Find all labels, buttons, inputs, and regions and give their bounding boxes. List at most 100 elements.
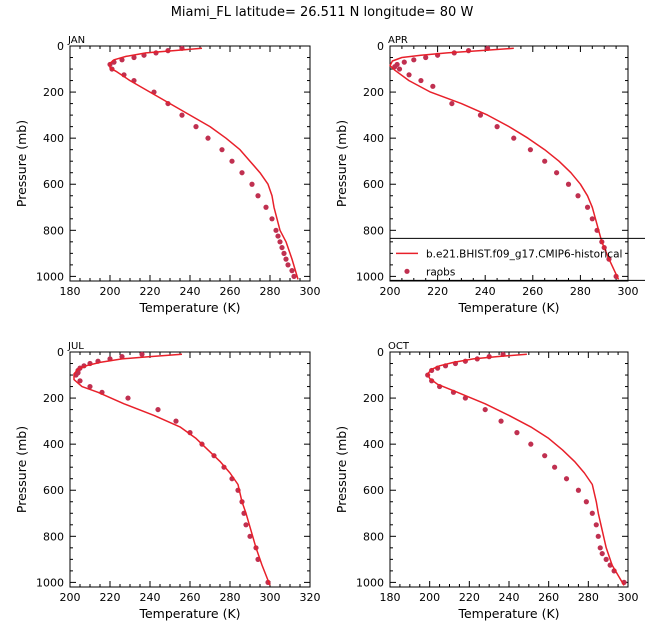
raobs-point <box>125 395 131 401</box>
x-tick-label: 240 <box>499 591 520 604</box>
model-line <box>73 353 271 586</box>
y-tick-label: 1000 <box>356 576 384 589</box>
raobs-point <box>498 418 504 424</box>
raobs-point <box>575 193 581 199</box>
y-axis-label: Pressure (mb) <box>334 426 349 513</box>
x-tick-label: 200 <box>419 591 440 604</box>
y-tick-label: 600 <box>43 178 64 191</box>
raobs-point <box>528 441 534 447</box>
y-tick-label: 400 <box>363 438 384 451</box>
x-tick-label: 200 <box>60 591 81 604</box>
panel-oct: 180 200 220 240 260 280 300 0 200 400 600 800 1000 Te… <box>334 341 639 621</box>
panel-jan: 180 200 220 240 260 280 300 0 200 400 600 800 1000 Te… <box>14 35 321 315</box>
raobs-point <box>584 204 591 210</box>
raobs-point <box>401 59 407 65</box>
x-tick-label: 280 <box>578 591 599 604</box>
raobs-point <box>511 135 517 141</box>
x-tick-label: 300 <box>300 285 321 298</box>
model-line <box>426 353 625 586</box>
x-axis-label: Temperature (K) <box>457 300 559 315</box>
x-tick-label: 240 <box>180 285 201 298</box>
x-tick-label: 200 <box>380 285 401 298</box>
raobs-point <box>247 533 253 539</box>
raobs-point <box>542 453 548 459</box>
raobs-point <box>139 351 145 357</box>
raobs-point <box>193 124 199 130</box>
y-tick-label: 400 <box>43 438 64 451</box>
raobs-point <box>87 383 93 390</box>
x-tick-label: 320 <box>300 591 321 604</box>
y-tick-label: 0 <box>57 40 64 53</box>
x-tick-label: 240 <box>140 591 161 604</box>
raobs-point <box>430 83 436 89</box>
x-tick-label: 280 <box>260 285 281 298</box>
raobs-point <box>595 533 601 539</box>
x-tick-label: 280 <box>220 591 241 604</box>
x-tick-label: 300 <box>260 591 281 604</box>
raobs-point <box>552 464 558 470</box>
raobs-point <box>575 487 582 493</box>
plot-frame-jan <box>69 45 311 282</box>
model-line <box>389 47 620 280</box>
raobs-point <box>249 181 255 187</box>
x-tick-label: 260 <box>538 591 559 604</box>
y-tick-label: 600 <box>363 178 384 191</box>
x-tick-label: 220 <box>459 591 480 604</box>
y-tick-label: 200 <box>363 392 384 405</box>
raobs-point <box>277 239 283 245</box>
raobs-point <box>593 522 599 528</box>
raobs-point <box>406 72 412 78</box>
raobs-point <box>243 522 249 528</box>
x-tick-label: 240 <box>475 285 496 298</box>
y-tick-label: 1000 <box>36 270 64 283</box>
raobs-point <box>173 418 179 424</box>
raobs-point <box>589 216 595 222</box>
raobs-point <box>396 66 403 72</box>
y-tick-label: 1000 <box>36 576 64 589</box>
y-tick-label: 200 <box>363 86 384 99</box>
x-tick-label: 300 <box>618 591 639 604</box>
panel-month-label: JUL <box>67 341 84 352</box>
y-tick-label: 800 <box>43 224 64 237</box>
raobs-point <box>583 499 589 505</box>
raobs-point <box>603 556 609 562</box>
legend-obs-swatch <box>404 268 410 274</box>
y-tick-label: 0 <box>377 40 384 53</box>
plot-frame-oct <box>389 351 629 588</box>
raobs-point <box>563 476 570 482</box>
raobs-point <box>514 430 520 436</box>
panel-apr: 200 220 240 260 280 300 0 200 400 600 800 1000 Tempe… <box>334 35 645 315</box>
x-tick-label: 260 <box>522 285 543 298</box>
y-tick-label: 400 <box>363 132 384 145</box>
y-tick-label: 800 <box>363 530 384 543</box>
raobs-point <box>423 54 429 61</box>
y-tick-label: 200 <box>43 392 64 405</box>
plot-frame-apr <box>389 45 629 282</box>
y-tick-label: 800 <box>43 530 64 543</box>
panel-month-label: OCT <box>388 341 410 352</box>
raobs-point <box>527 147 534 153</box>
raobs-point <box>155 406 161 413</box>
raobs-point <box>418 77 424 84</box>
raobs-point <box>283 256 289 262</box>
legend-obs-label: raobs <box>426 266 455 278</box>
raobs-point <box>263 204 269 210</box>
x-axis-label: Temperature (K) <box>138 300 240 315</box>
raobs-point <box>255 193 261 199</box>
legend-model-label: b.e21.BHIST.f09_g17.CMIP6-historical <box>426 248 622 260</box>
x-tick-label: 220 <box>140 285 161 298</box>
raobs-point <box>279 244 285 251</box>
x-tick-label: 280 <box>570 285 591 298</box>
raobs-point <box>565 181 572 187</box>
x-tick-label: 220 <box>427 285 448 298</box>
raobs-point <box>219 147 225 153</box>
plot-frame-jul <box>69 351 311 588</box>
raobs-point <box>239 170 245 176</box>
raobs-point <box>77 378 83 384</box>
x-tick-label: 260 <box>180 591 201 604</box>
y-axis-label: Pressure (mb) <box>334 120 349 207</box>
x-tick-label: 200 <box>100 285 121 298</box>
raobs-point <box>477 112 484 118</box>
raobs-point <box>554 170 560 176</box>
